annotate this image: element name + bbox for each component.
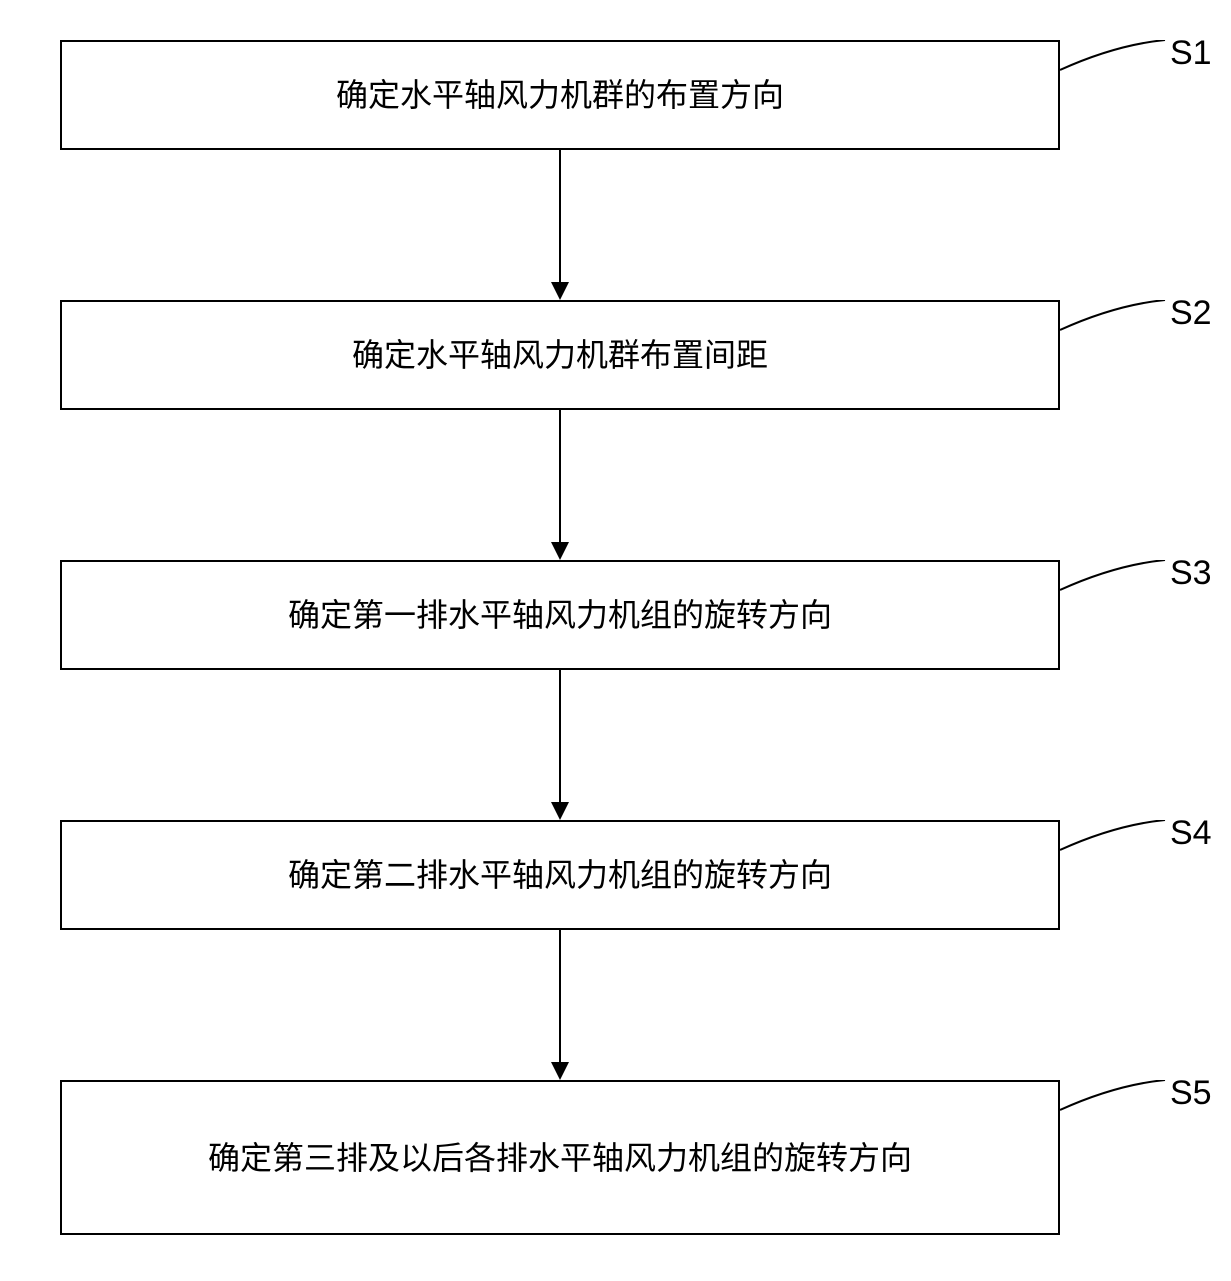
step-text: 确定第三排及以后各排水平轴风力机组的旋转方向 <box>208 1134 912 1182</box>
step-text: 确定水平轴风力机群布置间距 <box>352 331 768 379</box>
step-text: 确定第二排水平轴风力机组的旋转方向 <box>288 851 832 899</box>
label-connector-s2 <box>1060 300 1170 360</box>
label-connector-s3 <box>1060 560 1170 620</box>
step-label-s3: S3 <box>1170 554 1212 593</box>
label-connector-s1 <box>1060 40 1170 100</box>
arrow-s2-s3 <box>545 410 575 560</box>
arrow-s1-s2 <box>545 150 575 300</box>
flowchart-step-s4: 确定第二排水平轴风力机组的旋转方向 <box>60 820 1060 930</box>
flowchart-step-s5: 确定第三排及以后各排水平轴风力机组的旋转方向 <box>60 1080 1060 1235</box>
label-connector-s5 <box>1060 1080 1170 1140</box>
flowchart-container: 确定水平轴风力机群的布置方向 S1 确定水平轴风力机群布置间距 S2 确定第一排… <box>20 20 1211 1261</box>
flowchart-step-s3: 确定第一排水平轴风力机组的旋转方向 <box>60 560 1060 670</box>
step-text: 确定水平轴风力机群的布置方向 <box>336 71 784 119</box>
flowchart-step-s2: 确定水平轴风力机群布置间距 <box>60 300 1060 410</box>
arrow-s3-s4 <box>545 670 575 820</box>
step-label-s4: S4 <box>1170 814 1212 853</box>
flowchart-step-s1: 确定水平轴风力机群的布置方向 <box>60 40 1060 150</box>
step-label-s1: S1 <box>1170 34 1212 73</box>
step-label-s2: S2 <box>1170 294 1212 333</box>
label-connector-s4 <box>1060 820 1170 880</box>
step-label-s5: S5 <box>1170 1074 1212 1113</box>
arrow-s4-s5 <box>545 930 575 1080</box>
step-text: 确定第一排水平轴风力机组的旋转方向 <box>288 591 832 639</box>
